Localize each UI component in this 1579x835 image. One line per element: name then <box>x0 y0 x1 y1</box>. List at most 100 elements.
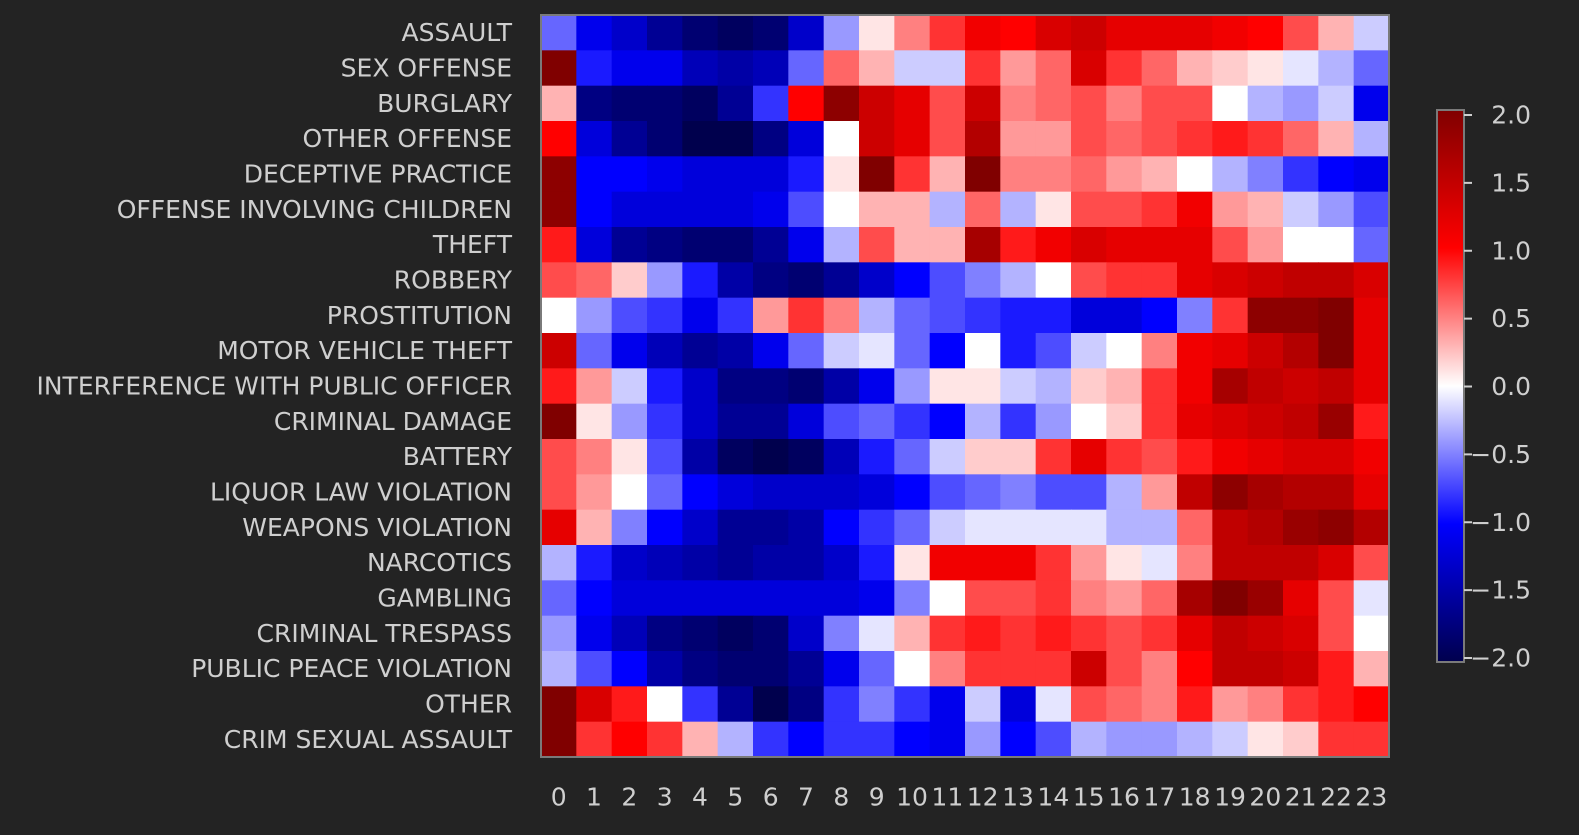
heatmap-cell <box>611 509 648 546</box>
heatmap-cell <box>823 191 860 228</box>
heatmap-cell <box>1141 580 1178 617</box>
x-tick-label: 6 <box>763 783 779 812</box>
heatmap-cell <box>1000 615 1037 652</box>
heatmap-cell <box>576 580 613 617</box>
heatmap-cell <box>1247 721 1284 758</box>
x-tick-label: 12 <box>967 783 999 812</box>
heatmap-cell <box>1071 474 1107 511</box>
heatmap-cell <box>965 333 1001 369</box>
heatmap-cell <box>611 262 648 299</box>
heatmap-cell <box>1035 191 1072 228</box>
heatmap-cell <box>611 615 648 652</box>
heatmap-cell <box>717 333 754 369</box>
heatmap-cell <box>753 333 789 369</box>
heatmap-cell <box>717 651 754 687</box>
heatmap-cell <box>823 297 860 334</box>
heatmap-cell <box>753 509 789 546</box>
y-tick-label: DECEPTIVE PRACTICE <box>244 160 512 189</box>
y-tick-label: OTHER <box>425 690 512 719</box>
y-tick-label: OFFENSE INVOLVING CHILDREN <box>117 195 512 224</box>
heatmap-cell <box>1035 545 1072 581</box>
heatmap-cell <box>1247 15 1284 51</box>
heatmap-cell <box>753 545 789 581</box>
heatmap-cell <box>1212 474 1249 511</box>
heatmap-cell <box>647 297 683 334</box>
heatmap-cell <box>1000 156 1037 193</box>
heatmap-cell <box>859 333 895 369</box>
heatmap-cell <box>1283 368 1319 405</box>
heatmap-cell <box>929 156 966 193</box>
heatmap-cell <box>1000 651 1037 687</box>
heatmap-cell <box>965 121 1001 157</box>
heatmap-cell <box>788 721 825 758</box>
heatmap-cell <box>929 403 966 440</box>
heatmap-cell <box>1283 191 1319 228</box>
heatmap-cell <box>1283 15 1319 51</box>
heatmap-cell <box>965 403 1001 440</box>
heatmap-cell <box>1035 50 1072 87</box>
heatmap-cell <box>859 686 895 723</box>
heatmap-cell <box>1106 686 1143 723</box>
heatmap-cell <box>1000 439 1037 475</box>
x-tick-label: 16 <box>1108 783 1140 812</box>
heatmap-cell <box>1318 368 1355 405</box>
heatmap-cell <box>1141 333 1178 369</box>
heatmap-cell <box>1071 545 1107 581</box>
heatmap-cell <box>611 651 648 687</box>
heatmap-cell <box>576 721 613 758</box>
heatmap-cell <box>647 403 683 440</box>
heatmap-cell <box>965 15 1001 51</box>
heatmap-cell <box>788 545 825 581</box>
heatmap-cell <box>1353 262 1390 299</box>
heatmap-cell <box>788 191 825 228</box>
heatmap-cell <box>576 262 613 299</box>
heatmap-cell <box>611 545 648 581</box>
heatmap-cell <box>717 121 754 157</box>
y-tick-label: ROBBERY <box>394 266 513 295</box>
heatmap-cell <box>753 85 789 122</box>
heatmap-cell <box>1035 474 1072 511</box>
heatmap-cell <box>894 615 931 652</box>
heatmap-cell <box>1318 15 1355 51</box>
heatmap-cell <box>1212 509 1249 546</box>
heatmap-cell <box>894 545 931 581</box>
heatmap-cell <box>1141 474 1178 511</box>
heatmap-cell <box>611 686 648 723</box>
heatmap-cell <box>1071 333 1107 369</box>
heatmap-cell <box>1000 545 1037 581</box>
heatmap-cell <box>788 509 825 546</box>
heatmap-cell <box>611 403 648 440</box>
heatmap-cell <box>753 651 789 687</box>
heatmap-cell <box>965 439 1001 475</box>
x-tick-label: 0 <box>551 783 567 812</box>
heatmap-cell <box>1177 403 1213 440</box>
heatmap-cell <box>929 15 966 51</box>
x-tick-label: 21 <box>1285 783 1317 812</box>
heatmap-cell <box>1247 121 1284 157</box>
heatmap-cell <box>894 15 931 51</box>
heatmap-cell <box>1318 156 1355 193</box>
heatmap-cell <box>1283 85 1319 122</box>
heatmap-cell <box>1318 474 1355 511</box>
heatmap-cell <box>1247 651 1284 687</box>
x-tick-label: 5 <box>727 783 743 812</box>
heatmap-cell <box>1353 686 1390 723</box>
heatmap-cell <box>1141 262 1178 299</box>
heatmap-cell <box>647 15 683 51</box>
colorbar <box>1436 109 1465 663</box>
heatmap-cell <box>611 50 648 87</box>
heatmap-cell <box>859 121 895 157</box>
heatmap-cell <box>1212 297 1249 334</box>
heatmap-cell <box>1106 403 1143 440</box>
heatmap-cell <box>1318 333 1355 369</box>
heatmap-cell <box>965 509 1001 546</box>
heatmap-cell <box>1106 439 1143 475</box>
heatmap-cell <box>788 439 825 475</box>
y-tick-label: SEX OFFENSE <box>341 54 512 83</box>
heatmap-cell <box>929 191 966 228</box>
heatmap-cell <box>894 721 931 758</box>
heatmap-cell <box>894 439 931 475</box>
heatmap-cell <box>1353 721 1390 758</box>
heatmap-cell <box>1212 121 1249 157</box>
heatmap-cell <box>682 262 719 299</box>
